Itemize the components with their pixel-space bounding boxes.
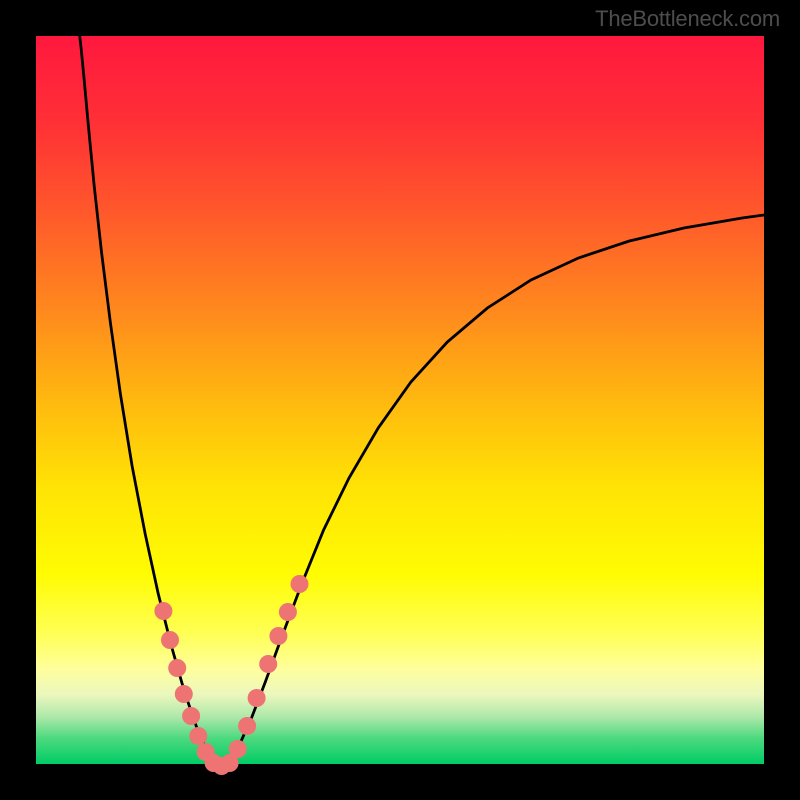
data-dot bbox=[175, 685, 193, 703]
data-dot bbox=[189, 727, 207, 745]
data-dot bbox=[229, 740, 247, 758]
plot-background bbox=[36, 36, 764, 764]
bottleneck-chart bbox=[0, 0, 800, 800]
data-dot bbox=[259, 655, 277, 673]
data-dot bbox=[269, 627, 287, 645]
data-dot bbox=[238, 717, 256, 735]
data-dot bbox=[154, 602, 172, 620]
data-dot bbox=[161, 631, 179, 649]
data-dot bbox=[248, 689, 266, 707]
data-dot bbox=[291, 575, 309, 593]
watermark-text: TheBottleneck.com bbox=[595, 6, 780, 32]
data-dot bbox=[279, 603, 297, 621]
data-dot bbox=[182, 707, 200, 725]
data-dot bbox=[168, 659, 186, 677]
